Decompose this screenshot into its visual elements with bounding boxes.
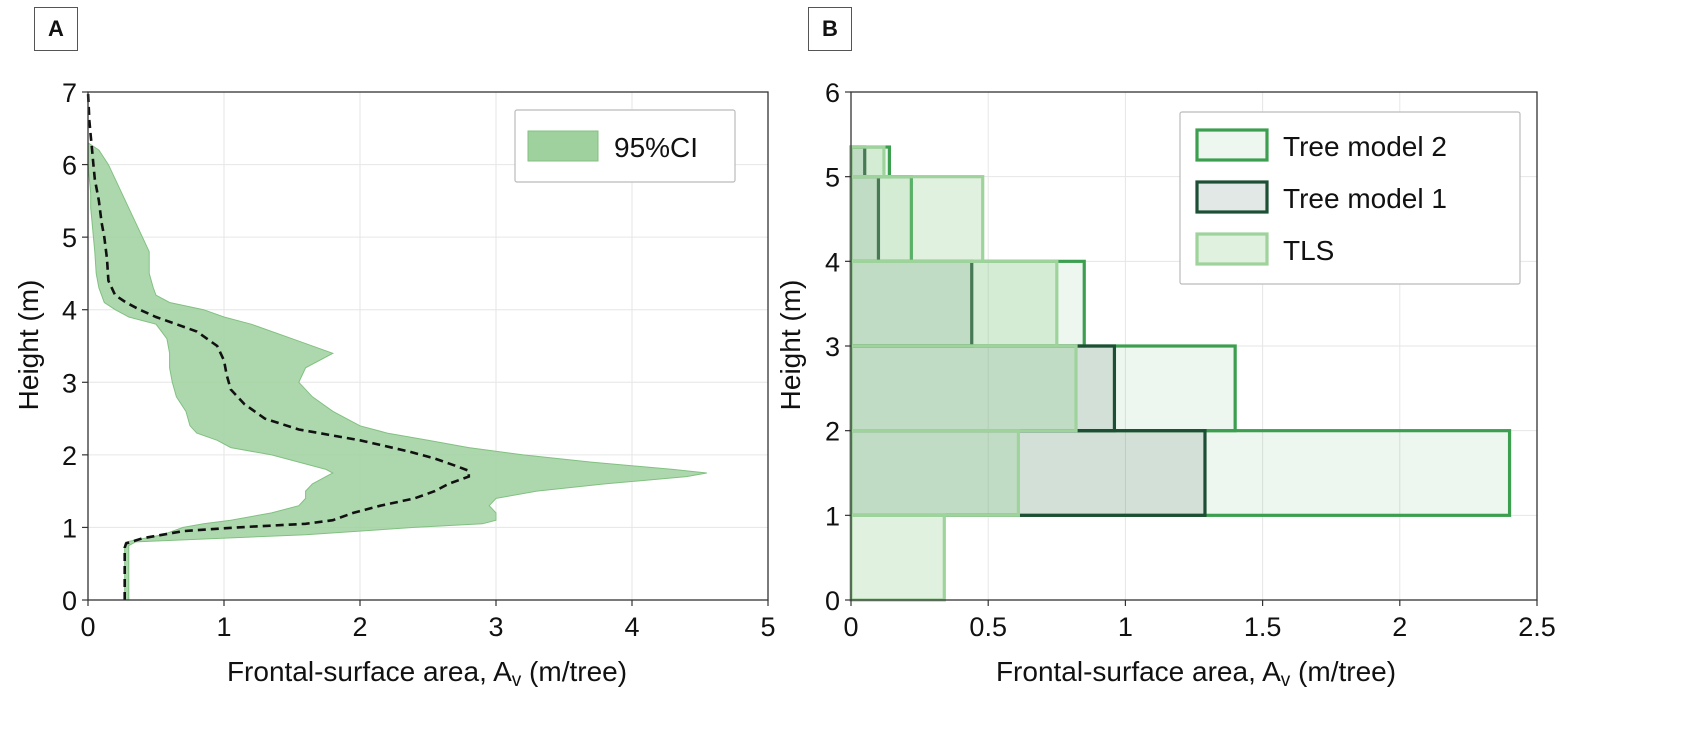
- a-mean-line: [86, 91, 471, 600]
- a-x-tick-label: 0: [80, 612, 95, 642]
- b-bar-tree-model-2: [849, 175, 913, 263]
- b-y-axis-label: Height (m): [775, 280, 806, 411]
- a-y-tick-label: 3: [62, 368, 77, 398]
- b-bar-tls: [849, 513, 946, 602]
- a-x-axis-label-unit: (m/tree): [521, 656, 627, 687]
- panel-a-label: A: [34, 7, 78, 51]
- a-legend-swatch: [527, 130, 599, 162]
- b-bar-tree-model-2: [849, 259, 1086, 348]
- panel-b-label: B: [808, 7, 852, 51]
- a-legend-box: [514, 109, 736, 183]
- b-x-axis-label: Frontal-surface area, Av (m/tree): [996, 656, 1396, 691]
- b-bar-tls: [849, 145, 886, 179]
- a-x-tick-label: 4: [624, 612, 639, 642]
- a-y-tick-label: 7: [62, 78, 77, 108]
- a-x-tick-label: 1: [216, 612, 231, 642]
- b-y-tick-label: 3: [825, 332, 840, 362]
- b-x-tick-label: 2: [1392, 612, 1407, 642]
- a-y-tick-label: 5: [62, 223, 77, 253]
- a-y-tick-label: 4: [62, 296, 77, 326]
- a-ci-band: [87, 141, 707, 601]
- b-x-axis-label-unit: (m/tree): [1290, 656, 1396, 687]
- b-bar-tls: [849, 175, 985, 263]
- b-x-tick-label: 0: [843, 612, 858, 642]
- b-legend-swatch-tree-model-1: [1195, 180, 1269, 214]
- a-x-axis-label-main: Frontal-surface area, A: [227, 656, 512, 687]
- b-x-tick-label: 1: [1118, 612, 1133, 642]
- b-y-tick-label: 0: [825, 586, 840, 616]
- a-x-axis-label: Frontal-surface area, Av (m/tree): [227, 656, 627, 691]
- b-x-axis-label-sub: v: [1281, 670, 1291, 691]
- b-x-axis-label-main: Frontal-surface area, A: [996, 656, 1281, 687]
- b-y-tick-label: 5: [825, 163, 840, 193]
- b-legend-box: [1179, 111, 1521, 285]
- b-bar-tree-model-2: [849, 429, 1512, 517]
- b-y-tick-label: 6: [825, 78, 840, 108]
- a-y-axis-label: Height (m): [13, 280, 44, 411]
- b-bar-tree-model-1: [849, 175, 881, 263]
- a-x-tick-label: 3: [488, 612, 503, 642]
- b-bar-tls: [849, 344, 1078, 433]
- b-y-tick-label: 4: [825, 247, 840, 277]
- b-legend-swatch-tree-model-2: [1195, 128, 1269, 162]
- a-x-axis-label-sub: v: [512, 670, 522, 691]
- a-x-tick-label: 5: [760, 612, 775, 642]
- b-bar-tree-model-2: [849, 344, 1237, 433]
- b-y-tick-label: 2: [825, 417, 840, 447]
- b-x-tick-label: 1.5: [1244, 612, 1282, 642]
- b-bar-tls: [849, 429, 1020, 517]
- b-legend-label-tree-model-1: Tree model 1: [1283, 183, 1447, 214]
- b-bar-tls: [849, 259, 1059, 348]
- a-y-tick-label: 6: [62, 151, 77, 181]
- b-x-tick-label: 2.5: [1518, 612, 1556, 642]
- a-x-tick-label: 2: [352, 612, 367, 642]
- b-bar-tree-model-1: [849, 344, 1117, 433]
- a-legend-label: 95%CI: [614, 132, 698, 163]
- a-y-tick-label: 0: [62, 586, 77, 616]
- b-legend-label-tree-model-2: Tree model 2: [1283, 131, 1447, 162]
- a-plot-frame: [87, 91, 769, 601]
- b-x-tick-label: 0.5: [969, 612, 1007, 642]
- a-y-tick-label: 2: [62, 441, 77, 471]
- b-legend-swatch-tls: [1195, 232, 1269, 266]
- b-legend-label-tls: TLS: [1283, 235, 1334, 266]
- a-y-tick-label: 1: [62, 513, 77, 543]
- b-y-tick-label: 1: [825, 501, 840, 531]
